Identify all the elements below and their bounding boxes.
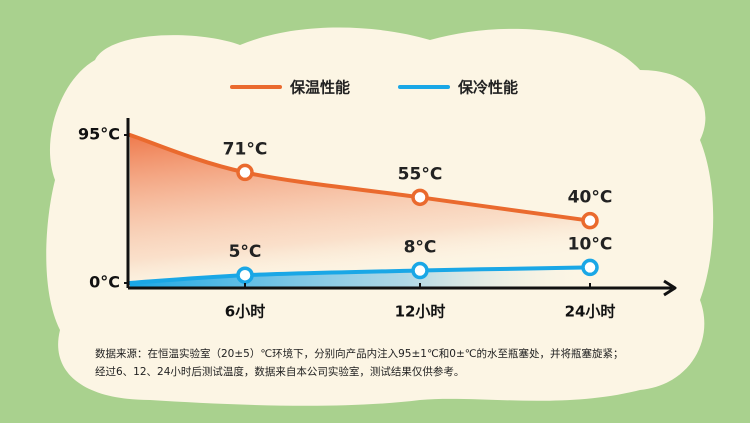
point-marker xyxy=(581,211,599,230)
point-marker xyxy=(236,163,254,182)
point-marker xyxy=(236,266,254,284)
value-label: 8°C xyxy=(404,238,437,258)
series-line xyxy=(128,133,592,223)
value-label: 10°C xyxy=(568,234,613,254)
legend-label: 保冷性能 xyxy=(457,79,518,97)
x-tick-label: 6小时 xyxy=(225,303,265,321)
legend-label: 保温性能 xyxy=(289,79,350,97)
point-marker xyxy=(411,261,429,280)
point-marker xyxy=(411,188,429,207)
value-label: 55°C xyxy=(398,164,443,184)
point-marker xyxy=(581,258,599,277)
x-tick-label: 12小时 xyxy=(395,303,446,321)
footnote: 经过6、12、24小时后测试温度，数据来自本公司实验室，测试结果仅供参考。 xyxy=(95,365,464,378)
x-tick-label: 24小时 xyxy=(565,303,616,321)
value-label: 71°C xyxy=(223,139,268,159)
plot: 保温性能 保冷性能 71°C 55°C 40°C 5°C 8°C 10°C 0°C 95°C 6小时… xyxy=(78,79,677,378)
y-tick-label: 95°C xyxy=(78,125,120,144)
value-label: 40°C xyxy=(568,188,613,208)
footnote: 数据来源：在恒温实验室（20±5）℃环境下，分别向产品内注入95±1℃和0±℃的… xyxy=(95,347,624,360)
x-axis-arrow xyxy=(663,279,677,297)
value-label: 5°C xyxy=(229,242,262,262)
y-tick-label: 0°C xyxy=(89,273,120,292)
series-line xyxy=(128,265,592,285)
